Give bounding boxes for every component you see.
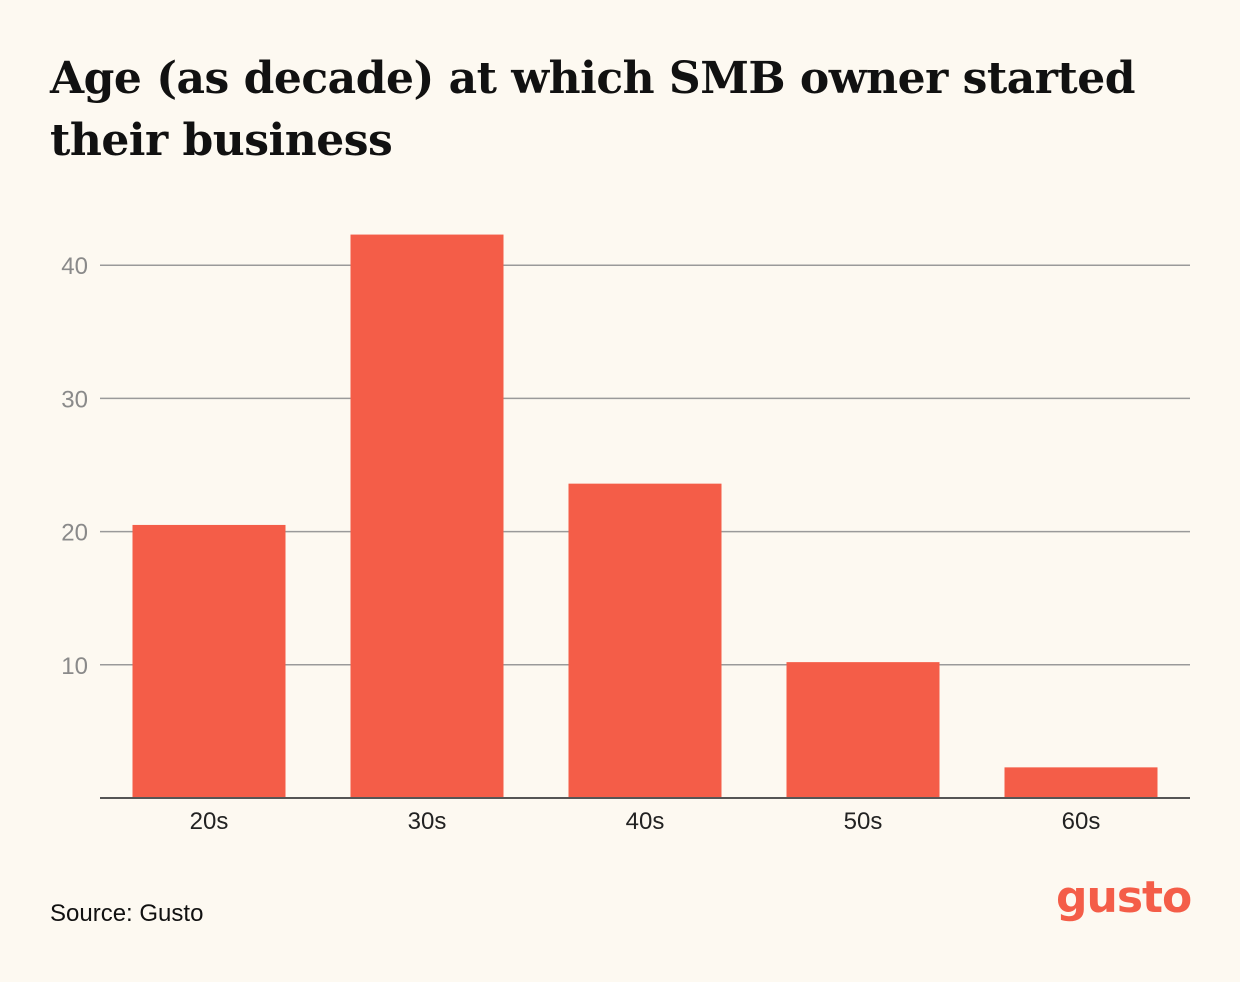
y-tick-label: 20	[61, 520, 88, 547]
x-tick-label: 50s	[844, 808, 883, 835]
x-axis-ticks: 20s 30s 40s 50s 60s	[190, 808, 1101, 835]
y-axis-ticks: 10 20 30 40	[61, 253, 88, 680]
bar-40s	[568, 483, 722, 798]
x-tick-label: 40s	[626, 808, 665, 835]
x-tick-label: 60s	[1062, 808, 1101, 835]
y-tick-label: 30	[61, 386, 88, 413]
source-note: Source: Gusto	[50, 900, 204, 927]
y-tick-label: 40	[61, 253, 88, 280]
x-tick-label: 20s	[190, 808, 229, 835]
chart-title: Age (as decade) at which SMB owner start…	[50, 53, 1136, 166]
bars	[132, 234, 1158, 799]
gusto-logo: gusto	[1056, 872, 1192, 923]
bar-60s	[1004, 767, 1158, 798]
bar-30s	[350, 234, 504, 799]
y-tick-label: 10	[61, 653, 88, 680]
x-tick-label: 30s	[408, 808, 447, 835]
bar-20s	[132, 524, 286, 798]
bar-50s	[786, 662, 940, 798]
